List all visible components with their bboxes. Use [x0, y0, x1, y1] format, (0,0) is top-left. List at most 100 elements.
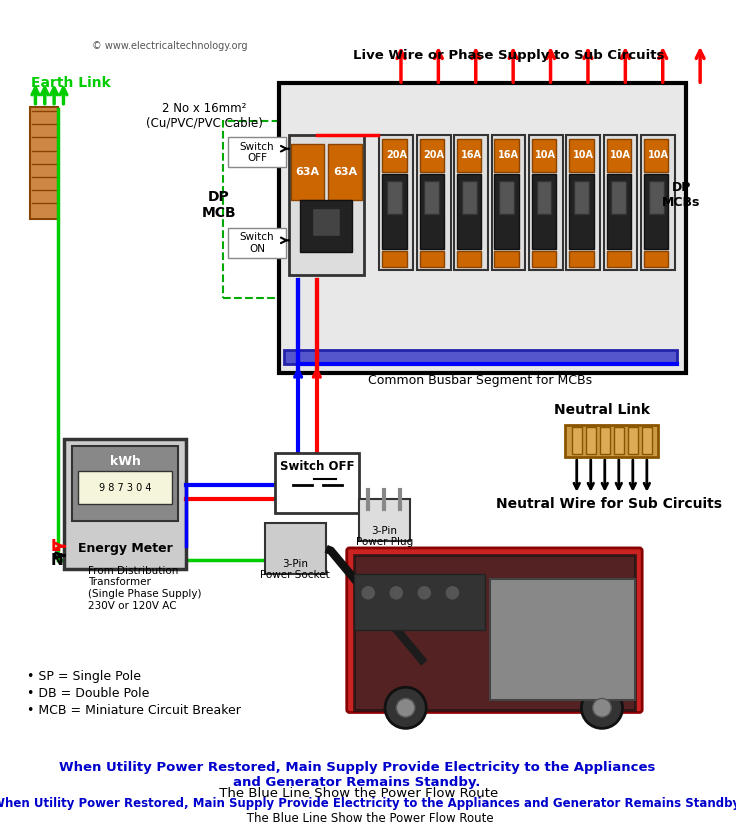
Bar [532, 174, 556, 249]
Text: kWh: kWh [110, 455, 141, 468]
Bar [606, 139, 631, 172]
Bar [328, 144, 361, 200]
Text: 63A: 63A [333, 167, 357, 177]
Circle shape [592, 698, 612, 717]
Text: The Blue Line Show the Power Flow Route: The Blue Line Show the Power Flow Route [243, 812, 493, 825]
Bar [425, 181, 439, 214]
Bar [614, 428, 624, 454]
Bar [565, 424, 658, 458]
Bar [312, 208, 340, 235]
Bar [600, 428, 610, 454]
Bar [382, 174, 406, 249]
Bar [454, 134, 488, 271]
Text: Earth Link: Earth Link [31, 76, 111, 90]
Bar [223, 121, 378, 298]
Bar [532, 139, 556, 172]
Bar [529, 134, 563, 271]
Text: 16A: 16A [498, 150, 519, 160]
Bar [532, 250, 556, 267]
Text: DP
MCBs: DP MCBs [662, 181, 701, 210]
Circle shape [292, 542, 300, 549]
Bar [79, 471, 172, 504]
Bar [291, 144, 325, 200]
Bar [354, 555, 634, 710]
Bar [72, 446, 178, 521]
Bar [417, 134, 450, 271]
Bar [382, 250, 406, 267]
Bar [457, 139, 481, 172]
Circle shape [145, 525, 154, 535]
Text: Switch
ON: Switch ON [240, 232, 275, 254]
Text: 20A: 20A [423, 150, 445, 160]
Bar [606, 250, 631, 267]
Bar [457, 174, 481, 249]
Text: • MCB = Miniature Circuit Breaker: • MCB = Miniature Circuit Breaker [27, 704, 241, 717]
Circle shape [361, 585, 375, 600]
FancyBboxPatch shape [347, 548, 643, 712]
Bar [300, 200, 353, 251]
Bar [569, 139, 593, 172]
Bar [382, 139, 406, 172]
Bar [606, 174, 631, 249]
Bar [289, 134, 364, 275]
Bar [648, 181, 664, 214]
Text: Common Busbar Segment for MCBs: Common Busbar Segment for MCBs [369, 374, 592, 387]
Bar [586, 428, 596, 454]
Circle shape [581, 687, 623, 728]
Text: Neutral Wire for Sub Circuits: Neutral Wire for Sub Circuits [495, 497, 721, 511]
Circle shape [385, 687, 426, 728]
Text: Energy Meter: Energy Meter [78, 543, 172, 555]
Bar [628, 428, 638, 454]
Bar [644, 174, 668, 249]
Bar [641, 134, 675, 271]
Bar [499, 181, 514, 214]
Bar [387, 181, 402, 214]
Bar [537, 181, 551, 214]
Text: 10A: 10A [535, 150, 556, 160]
Text: • SP = Single Pole: • SP = Single Pole [27, 671, 141, 683]
Text: Switch
OFF: Switch OFF [240, 142, 275, 164]
Text: When Utility Power Restored, Main Supply Provide Electricity to the Appliances
a: When Utility Power Restored, Main Supply… [59, 761, 655, 789]
Text: From Distribution
Transformer
(Single Phase Supply)
230V or 120V AC: From Distribution Transformer (Single Ph… [88, 566, 201, 610]
Text: DP
MCB: DP MCB [202, 190, 236, 220]
Bar [228, 138, 286, 167]
Bar [354, 574, 485, 630]
Text: L: L [50, 539, 60, 554]
Circle shape [445, 585, 460, 600]
Text: © www.electricaltechnology.org: © www.electricaltechnology.org [93, 41, 248, 51]
Bar [489, 579, 634, 701]
Bar [495, 250, 519, 267]
Circle shape [283, 492, 294, 503]
Bar [643, 428, 652, 454]
Bar [284, 350, 677, 364]
Bar [275, 453, 359, 514]
Text: N: N [50, 553, 63, 568]
Bar [420, 139, 444, 172]
Text: 10A: 10A [573, 150, 594, 160]
Text: When Utility Power Restored, Main Supply Provide Electricity to the Appliances a: When Utility Power Restored, Main Supply… [0, 797, 736, 810]
Bar [495, 174, 519, 249]
Circle shape [333, 254, 347, 268]
Circle shape [396, 698, 415, 717]
Bar [644, 250, 668, 267]
Bar [280, 84, 686, 373]
Bar [30, 107, 58, 219]
Text: Neutral Link: Neutral Link [554, 403, 650, 418]
Circle shape [104, 525, 113, 535]
Text: 20A: 20A [386, 150, 407, 160]
Text: Live Wire or Phase Supply to Sub Circuits: Live Wire or Phase Supply to Sub Circuit… [353, 48, 664, 62]
Circle shape [276, 542, 283, 549]
Text: 63A: 63A [295, 167, 319, 177]
Bar [569, 250, 593, 267]
Bar [644, 139, 668, 172]
Circle shape [83, 525, 93, 535]
Bar [492, 134, 526, 271]
Circle shape [417, 585, 432, 600]
Bar [604, 134, 637, 271]
Bar [420, 250, 444, 267]
Bar [567, 134, 600, 271]
Text: 2 No x 16mm²
(Cu/PVC/PVC Cable): 2 No x 16mm² (Cu/PVC/PVC Cable) [146, 102, 263, 130]
Circle shape [124, 525, 134, 535]
Text: • DB = Double Pole: • DB = Double Pole [27, 687, 149, 701]
Bar [574, 181, 589, 214]
